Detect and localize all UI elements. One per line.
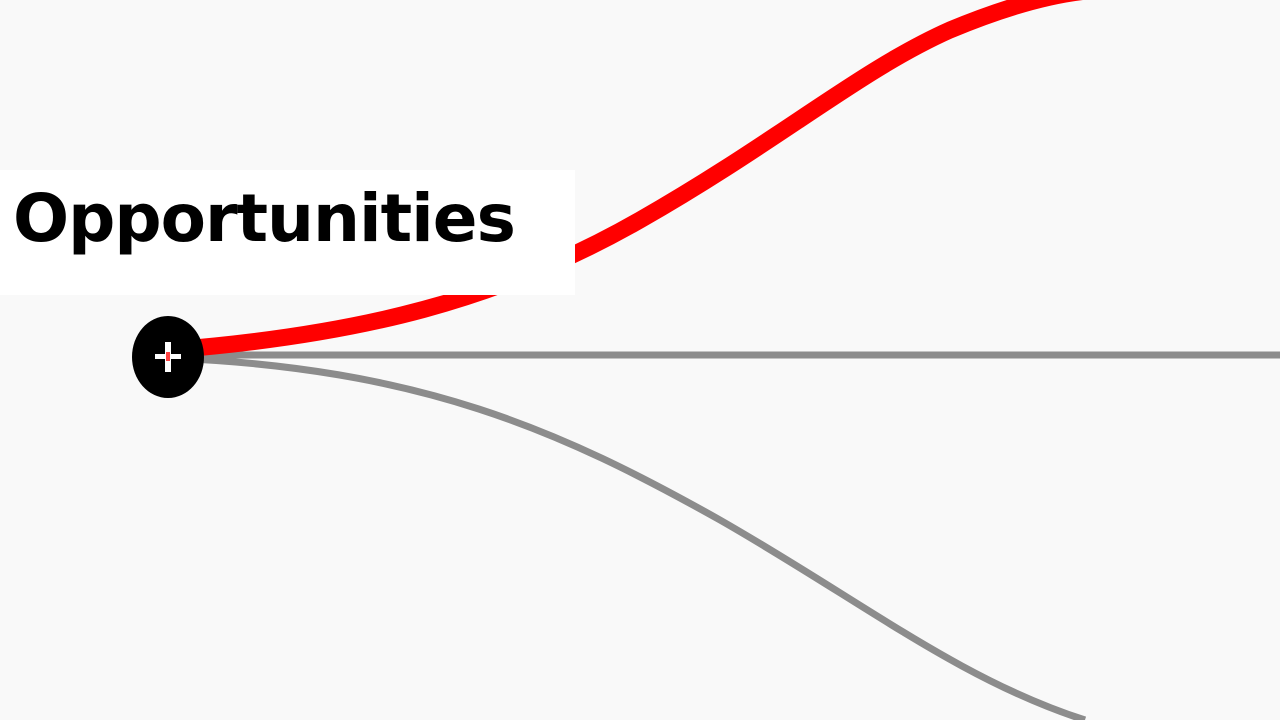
label-backdrop [0,170,575,295]
branch-top-highlighted[interactable] [161,0,1100,359]
plus-icon [155,342,181,372]
branch-bottom[interactable] [169,354,1087,720]
node-label: Opportunities [13,180,516,257]
expand-node-button[interactable] [128,314,210,400]
